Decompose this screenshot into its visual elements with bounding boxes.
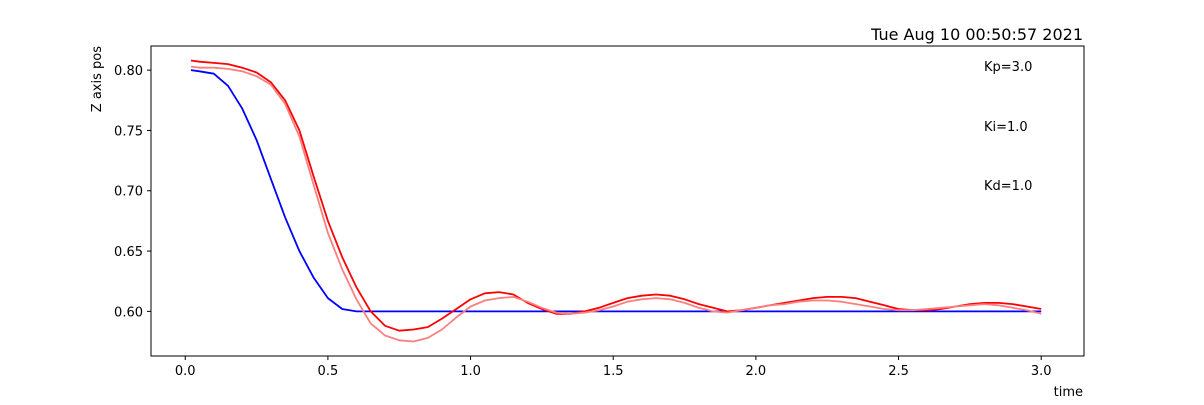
x-tick-label: 1.5 <box>603 364 624 379</box>
annotation-kd: Kd=1.0 <box>984 179 1032 194</box>
x-axis-label: time <box>1054 385 1083 400</box>
y-tick-label: 0.60 <box>114 305 143 320</box>
plot-lines <box>190 59 1042 343</box>
x-tick-label: 0.5 <box>318 364 339 379</box>
x-axis-ticks: 0.0 0.5 1.0 1.5 2.0 2.5 3.0 <box>175 356 1052 379</box>
annotation-ki: Ki=1.0 <box>984 120 1028 135</box>
series-line-1 <box>190 59 1042 332</box>
y-tick-label: 0.80 <box>114 64 143 79</box>
y-axis-ticks: 0.60 0.65 0.70 0.75 0.80 <box>114 64 151 320</box>
annotation-kp: Kp=3.0 <box>984 60 1032 75</box>
x-tick-label: 3.0 <box>1031 364 1052 379</box>
x-tick-label: 2.5 <box>888 364 909 379</box>
chart-title: Tue Aug 10 00:50:57 2021 <box>870 25 1083 44</box>
series-line-2 <box>190 65 1042 343</box>
x-tick-label: 2.0 <box>746 364 767 379</box>
y-tick-label: 0.70 <box>114 185 143 200</box>
series-line-0 <box>190 69 1042 313</box>
y-axis-label: Z axis pos <box>90 46 105 112</box>
plot-frame <box>150 45 1085 357</box>
y-tick-label: 0.65 <box>114 245 143 260</box>
y-tick-label: 0.75 <box>114 124 143 139</box>
x-tick-label: 1.0 <box>460 364 481 379</box>
x-tick-label: 0.0 <box>175 364 196 379</box>
